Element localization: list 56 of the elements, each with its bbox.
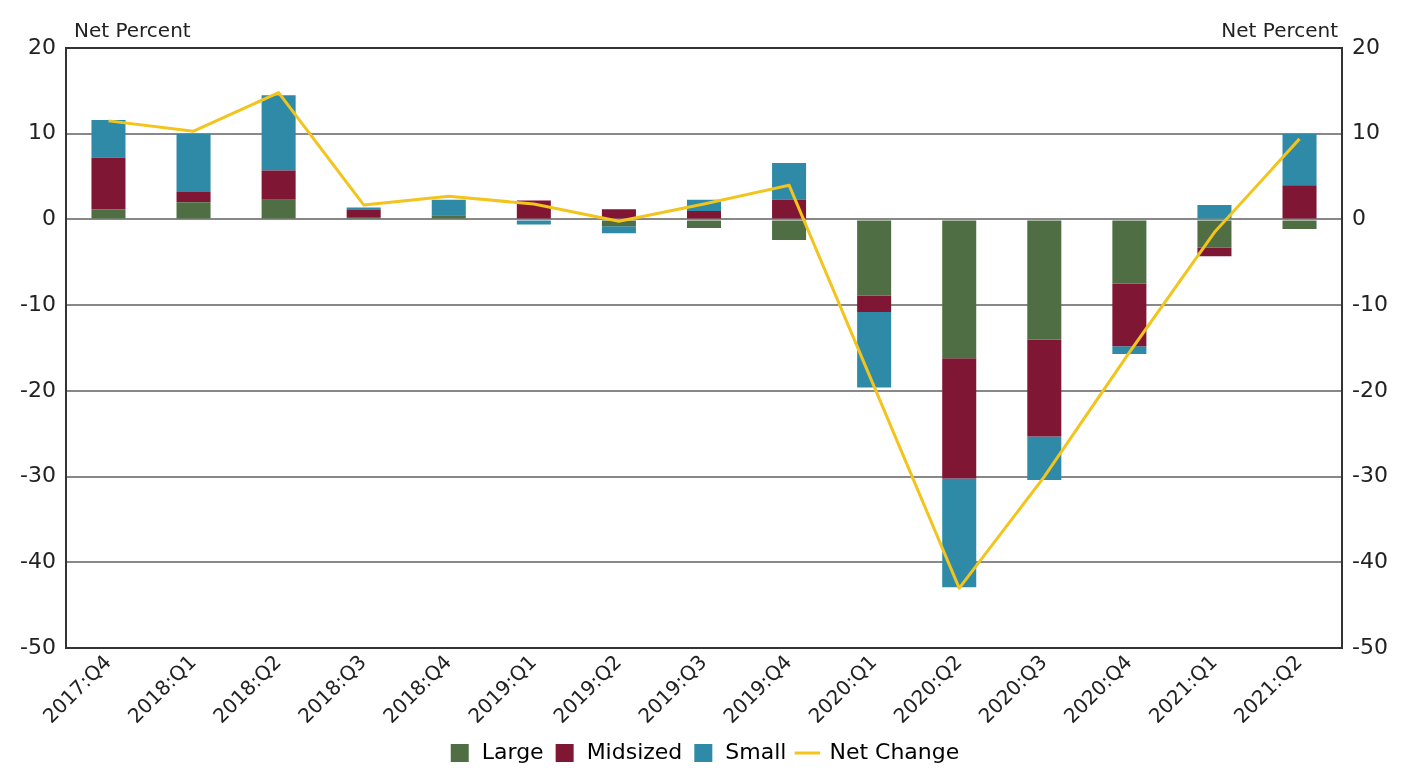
bar	[176, 192, 211, 203]
bar	[686, 220, 722, 229]
y-tick-label: -40	[20, 548, 56, 574]
y2-tick-label: -20	[1352, 376, 1388, 402]
y-tick-label: -50	[20, 633, 56, 659]
bar	[261, 95, 296, 171]
y-tick-label: 20	[27, 33, 56, 59]
bar	[1112, 220, 1147, 284]
bar	[942, 358, 977, 479]
bar	[772, 162, 807, 200]
bar	[857, 295, 892, 313]
y-tick-label: -20	[20, 376, 56, 402]
bar	[942, 220, 977, 359]
legend-label: Net Change	[829, 738, 960, 764]
y2-tick-label: 10	[1352, 119, 1381, 145]
bar	[346, 207, 381, 211]
y-axis-title: Net Percent	[73, 18, 191, 43]
y-tick-label: 10	[27, 119, 56, 145]
bar	[1027, 339, 1062, 437]
bar	[1282, 133, 1317, 186]
bar	[1112, 283, 1147, 347]
bar	[516, 220, 551, 225]
bar	[91, 157, 126, 210]
y2-tick-label: -10	[1352, 290, 1388, 316]
y2-tick-label: -40	[1352, 548, 1388, 574]
bar	[176, 202, 211, 219]
y-tick-label: -10	[20, 290, 56, 316]
bar	[1282, 220, 1317, 229]
y2-tick-label: 0	[1352, 205, 1367, 231]
bar	[346, 210, 381, 217]
bar	[857, 312, 892, 388]
legend-label: Midsized	[586, 738, 683, 764]
y-tick-label: -30	[20, 462, 56, 488]
bar	[1027, 436, 1062, 481]
y2-tick-label: -30	[1352, 462, 1388, 488]
bar	[431, 215, 466, 219]
bar	[1197, 204, 1232, 219]
y2-tick-label: -50	[1352, 633, 1388, 659]
bar	[942, 478, 977, 588]
bar	[91, 120, 126, 158]
legend-label: Small	[725, 738, 787, 764]
y-tick-label: 0	[41, 205, 56, 231]
bar	[176, 133, 211, 193]
bar	[91, 209, 126, 219]
y2-axis-title: Net Percent	[1221, 18, 1339, 43]
bar	[261, 170, 296, 200]
bar	[1027, 220, 1062, 340]
bar	[601, 226, 636, 234]
bar	[1282, 185, 1317, 219]
bar	[261, 199, 296, 219]
bar	[686, 210, 722, 219]
bar	[772, 220, 807, 241]
legend-label: Large	[481, 738, 544, 764]
bar	[857, 220, 892, 296]
y2-tick-label: 20	[1352, 33, 1381, 59]
bar	[431, 199, 466, 216]
